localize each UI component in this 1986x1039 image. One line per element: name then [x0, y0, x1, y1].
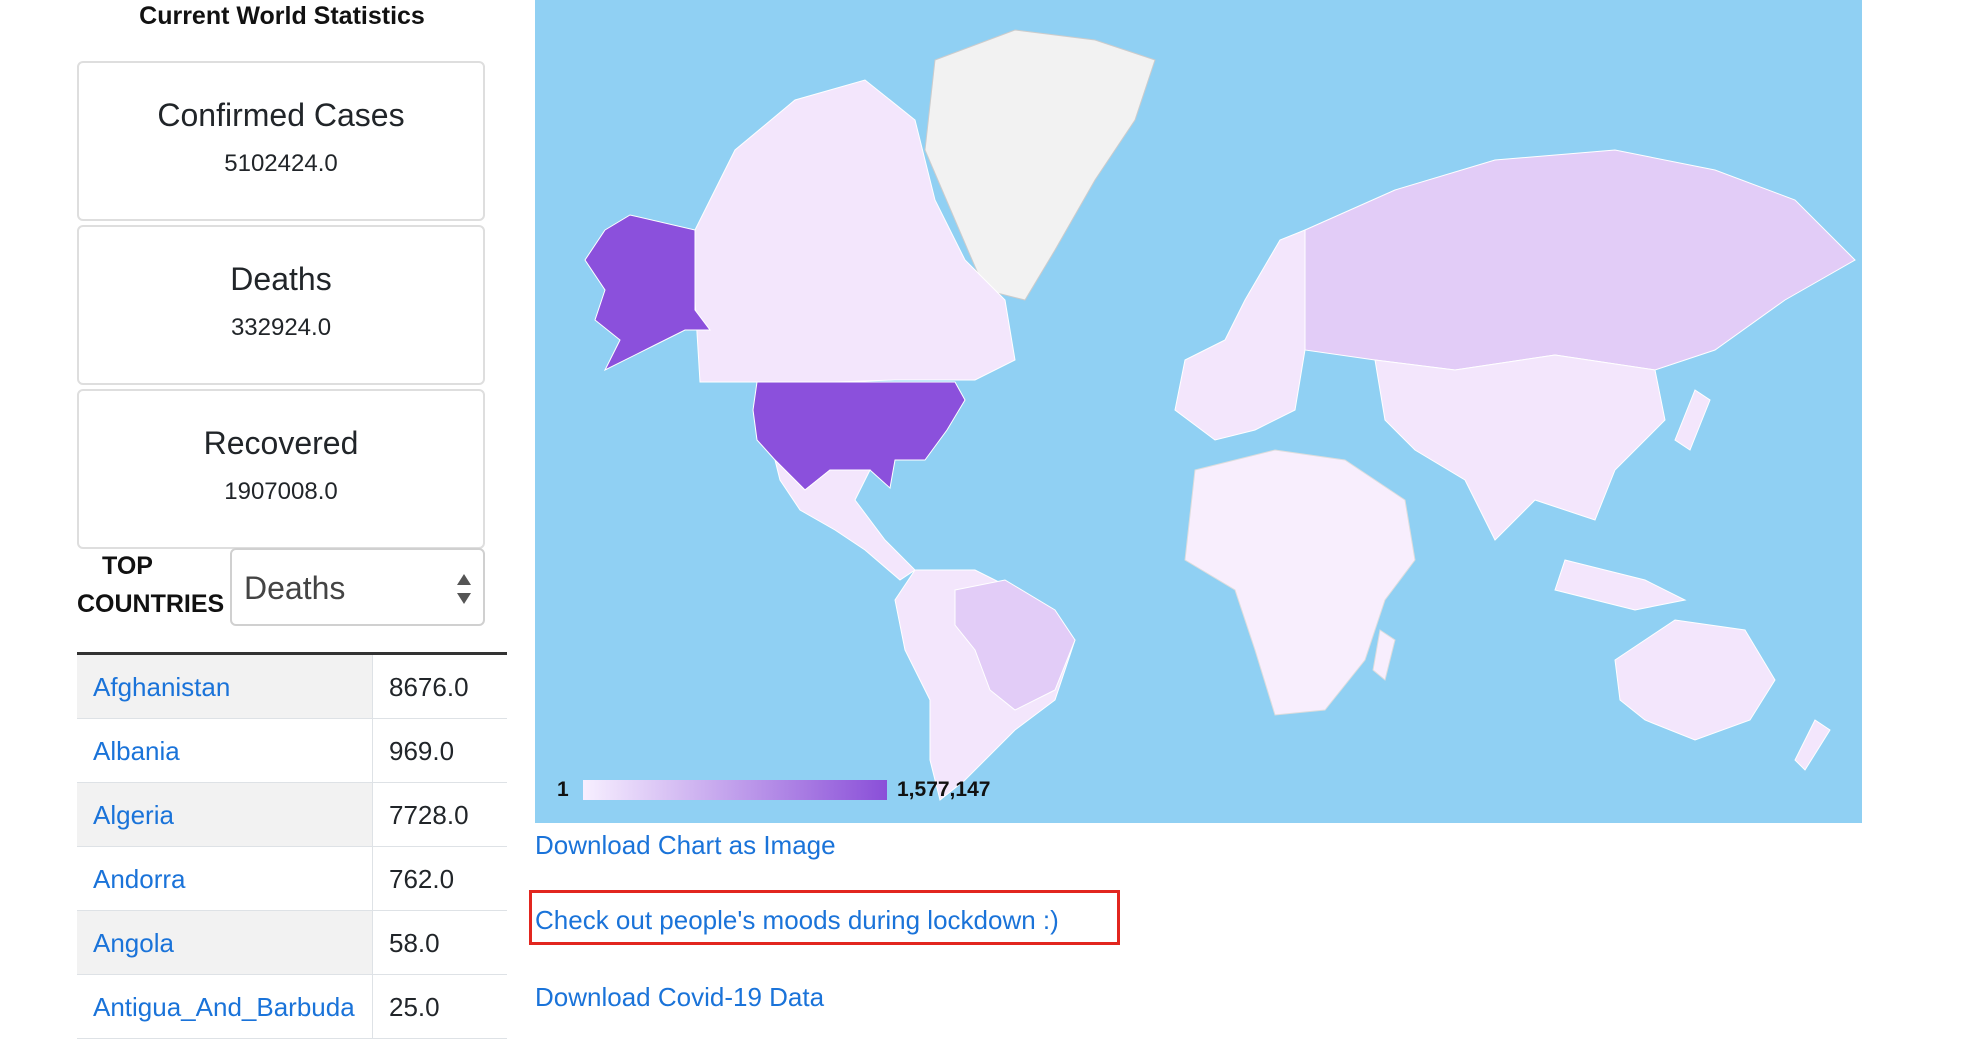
deaths-card: Deaths 332924.0 [77, 225, 485, 385]
map-greenland[interactable] [924, 29, 1156, 301]
table-row: Angola 58.0 [77, 911, 507, 975]
table-row: Algeria 7728.0 [77, 783, 507, 847]
country-link[interactable]: Afghanistan [77, 655, 373, 718]
country-link[interactable]: Antigua_And_Barbuda [77, 975, 373, 1038]
table-row: Antigua_And_Barbuda 25.0 [77, 975, 507, 1039]
map-canada[interactable] [694, 79, 1016, 383]
moods-link[interactable]: Check out people's moods during lockdown… [535, 905, 1059, 935]
map-usa[interactable] [752, 381, 966, 491]
legend-gradient-bar [583, 780, 887, 800]
country-value: 25.0 [373, 975, 507, 1038]
country-value: 762.0 [373, 847, 507, 910]
country-link[interactable]: Andorra [77, 847, 373, 910]
world-map[interactable]: 1 1,577,147 [535, 0, 1862, 823]
map-australia[interactable] [1614, 619, 1776, 741]
country-value: 58.0 [373, 911, 507, 974]
deaths-value: 332924.0 [230, 314, 332, 341]
country-link[interactable]: Algeria [77, 783, 373, 846]
map-europe[interactable] [1174, 229, 1311, 441]
map-alaska[interactable] [584, 214, 711, 372]
confirmed-cases-value: 5102424.0 [224, 150, 338, 177]
legend-min: 1 [557, 778, 569, 801]
table-row: Andorra 762.0 [77, 847, 507, 911]
map-africa[interactable] [1184, 449, 1416, 716]
top-countries-label-line2: COUNTRIES [77, 590, 225, 618]
map-madagascar[interactable] [1372, 629, 1396, 681]
metric-select[interactable]: Deaths [230, 548, 485, 626]
map-brazil[interactable] [954, 579, 1076, 711]
download-chart-link[interactable]: Download Chart as Image [535, 830, 836, 860]
recovered-card: Recovered 1907008.0 [77, 389, 485, 549]
country-link[interactable]: Angola [77, 911, 373, 974]
select-arrows-icon [457, 574, 471, 604]
stats-title: Current World Statistics [139, 2, 425, 30]
confirmed-cases-label: Confirmed Cases [157, 97, 405, 133]
highlight-box [529, 890, 1120, 945]
table-row: Albania 969.0 [77, 719, 507, 783]
legend-max: 1,577,147 [897, 778, 991, 801]
country-link[interactable]: Albania [77, 719, 373, 782]
map-asia[interactable] [1374, 354, 1666, 541]
country-value: 969.0 [373, 719, 507, 782]
top-countries-label-line1: TOP [102, 552, 153, 580]
recovered-value: 1907008.0 [224, 478, 338, 505]
top-countries-label: TOP COUNTRIES [77, 547, 232, 623]
recovered-label: Recovered [203, 425, 359, 461]
world-map-svg [584, 29, 1856, 801]
metric-select-value: Deaths [244, 570, 346, 606]
country-value: 8676.0 [373, 655, 507, 718]
map-russia[interactable] [1304, 149, 1856, 371]
download-data-link[interactable]: Download Covid-19 Data [535, 982, 825, 1012]
deaths-label: Deaths [230, 261, 332, 297]
confirmed-cases-card: Confirmed Cases 5102424.0 [77, 61, 485, 221]
map-indonesia[interactable] [1554, 559, 1687, 611]
country-value: 7728.0 [373, 783, 507, 846]
map-new-zealand[interactable] [1794, 719, 1831, 771]
map-japan[interactable] [1674, 389, 1711, 451]
table-row: Afghanistan 8676.0 [77, 655, 507, 719]
top-countries-table: Afghanistan 8676.0 Albania 969.0 Algeria… [77, 652, 507, 1039]
